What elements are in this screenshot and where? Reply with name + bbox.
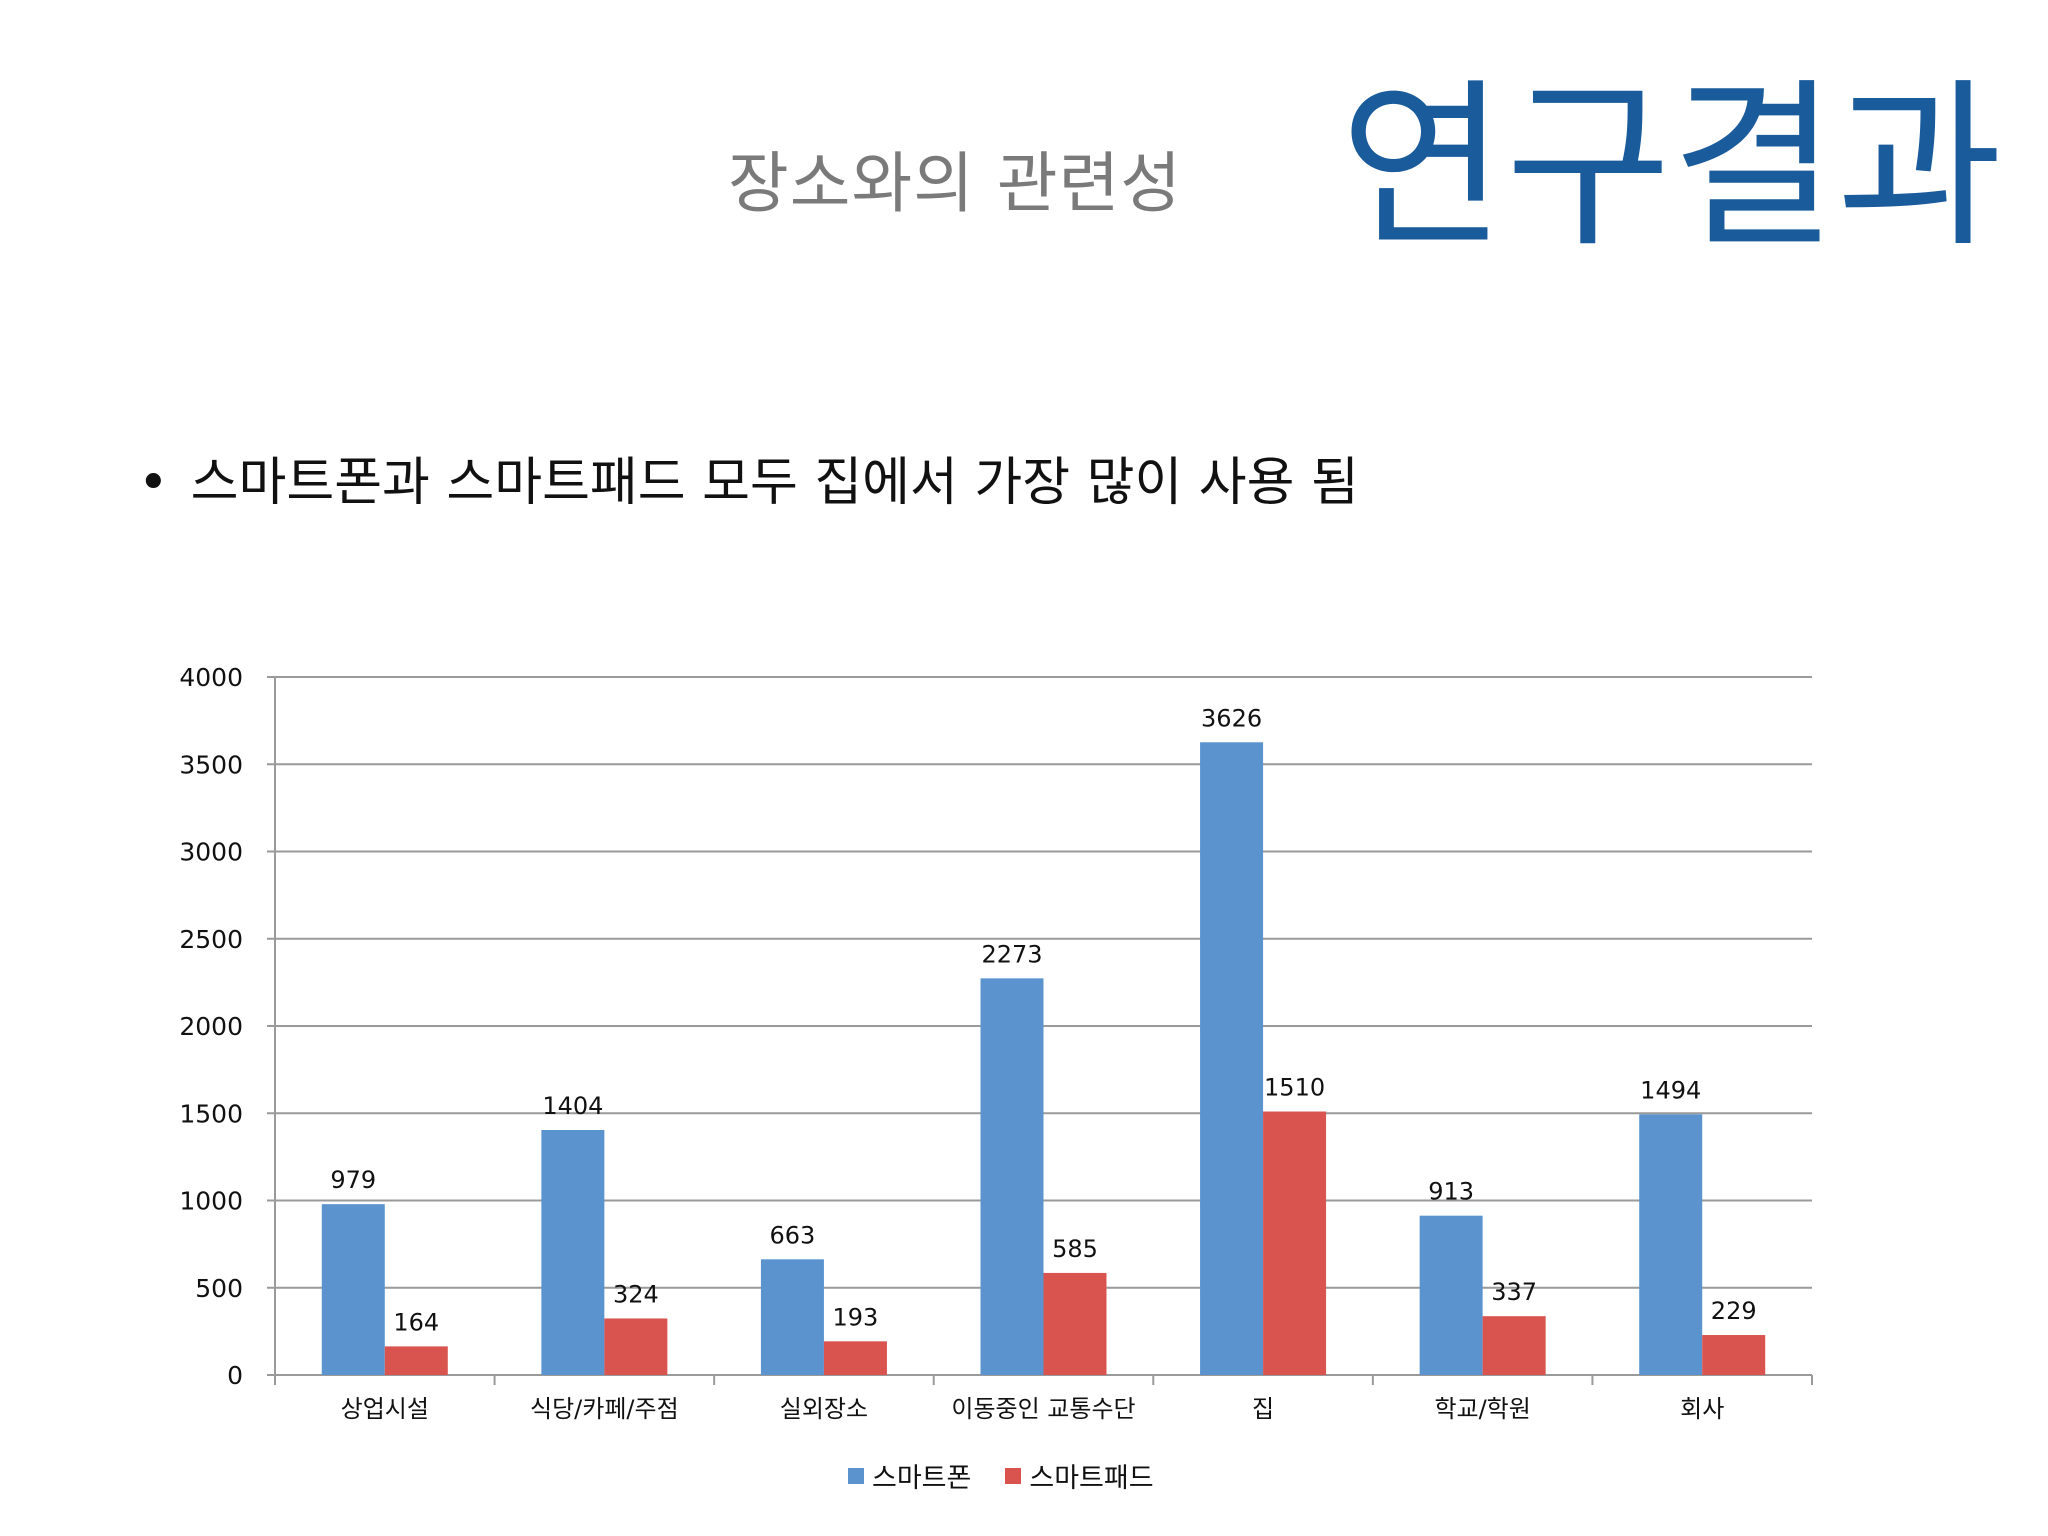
data-label: 1404 xyxy=(542,1092,603,1120)
chart-legend: 스마트폰 스마트패드 xyxy=(848,1456,1188,1495)
x-tick-label: 회사 xyxy=(1680,1395,1724,1423)
legend-label-smartphone: 스마트폰 xyxy=(872,1463,972,1494)
bullet-text: 스마트폰과 스마트패드 모두 집에서 가장 많이 사용 됨 xyxy=(190,453,1359,513)
bar xyxy=(823,1341,887,1375)
x-tick-label: 학교/학원 xyxy=(1434,1395,1530,1423)
x-tick-label: 상업시설 xyxy=(341,1395,429,1423)
x-tick-label: 식당/카페/주점 xyxy=(530,1395,679,1423)
legend-item-smartphone: 스마트폰 xyxy=(848,1456,971,1495)
y-tick-label: 4000 xyxy=(179,663,243,692)
bar xyxy=(1200,742,1264,1375)
y-tick-label: 500 xyxy=(195,1274,243,1303)
x-tick-label: 집 xyxy=(1252,1395,1274,1423)
bar xyxy=(1419,1215,1483,1375)
bar xyxy=(760,1259,824,1375)
data-label: 2273 xyxy=(981,940,1042,968)
bar xyxy=(1263,1111,1327,1375)
legend-item-smartpad: 스마트패드 xyxy=(1005,1456,1154,1495)
y-tick-label: 2000 xyxy=(179,1012,243,1041)
data-label: 164 xyxy=(393,1308,439,1336)
slide-subtitle: 장소와의 관련성 xyxy=(728,145,1183,222)
bar xyxy=(1702,1335,1766,1375)
legend-swatch-smartpad xyxy=(1005,1467,1022,1484)
y-tick-label: 1500 xyxy=(179,1099,243,1128)
bullet-dot: • xyxy=(138,453,169,513)
bullet-point: • 스마트폰과 스마트패드 모두 집에서 가장 많이 사용 됨 xyxy=(138,440,1359,515)
data-label: 1510 xyxy=(1264,1074,1325,1102)
slide-title: 연구결과 xyxy=(1340,63,2003,272)
y-tick-label: 0 xyxy=(227,1361,243,1390)
data-label: 324 xyxy=(613,1280,659,1308)
data-label: 663 xyxy=(770,1221,816,1249)
y-tick-label: 3000 xyxy=(179,838,243,867)
data-label: 1494 xyxy=(1640,1076,1701,1104)
data-label: 337 xyxy=(1491,1278,1537,1306)
data-label: 913 xyxy=(1428,1178,1474,1206)
bar xyxy=(541,1130,605,1375)
y-tick-label: 1000 xyxy=(179,1187,243,1216)
data-label: 193 xyxy=(833,1303,879,1331)
bar xyxy=(1482,1316,1546,1375)
bar xyxy=(321,1204,385,1375)
bar xyxy=(980,978,1044,1375)
data-label: 585 xyxy=(1052,1235,1098,1263)
bar xyxy=(1043,1272,1107,1375)
bar xyxy=(1639,1114,1703,1375)
legend-label-smartpad: 스마트패드 xyxy=(1029,1463,1154,1494)
data-label: 229 xyxy=(1711,1297,1757,1325)
legend-swatch-smartphone xyxy=(848,1467,864,1484)
bar xyxy=(384,1346,448,1375)
bar xyxy=(604,1318,668,1375)
y-tick-label: 3500 xyxy=(179,750,243,779)
data-label: 979 xyxy=(330,1166,376,1194)
data-label: 3626 xyxy=(1201,704,1262,732)
y-tick-label: 2500 xyxy=(179,925,243,954)
x-tick-label: 실외장소 xyxy=(780,1395,868,1423)
x-tick-label: 이동중인 교통수단 xyxy=(951,1395,1135,1423)
